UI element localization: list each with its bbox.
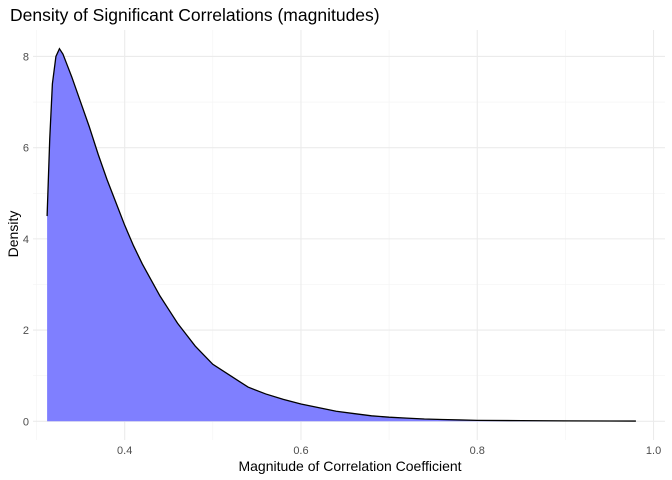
y-tick-label: 4 <box>23 234 29 246</box>
x-tick-label: 1.0 <box>646 445 661 457</box>
density-line <box>46 47 636 422</box>
x-axis-title: Magnitude of Correlation Coefficient <box>238 458 461 474</box>
x-tick-label: 0.6 <box>293 445 308 457</box>
x-tick-label: 0.4 <box>117 445 132 457</box>
y-tick-label: 0 <box>23 416 29 428</box>
x-tick-label: 0.8 <box>470 445 485 457</box>
y-tick-label: 2 <box>23 325 29 337</box>
chart-title: Density of Significant Correlations (mag… <box>10 5 380 25</box>
x-axis-tick-labels: 0.4 0.6 0.8 1.0 <box>117 445 661 457</box>
y-axis-tick-labels: 0 2 4 6 8 <box>23 51 29 428</box>
density-area <box>47 48 636 422</box>
y-axis-title: Density <box>5 211 21 258</box>
y-tick-label: 8 <box>23 51 29 63</box>
y-tick-label: 6 <box>23 143 29 155</box>
